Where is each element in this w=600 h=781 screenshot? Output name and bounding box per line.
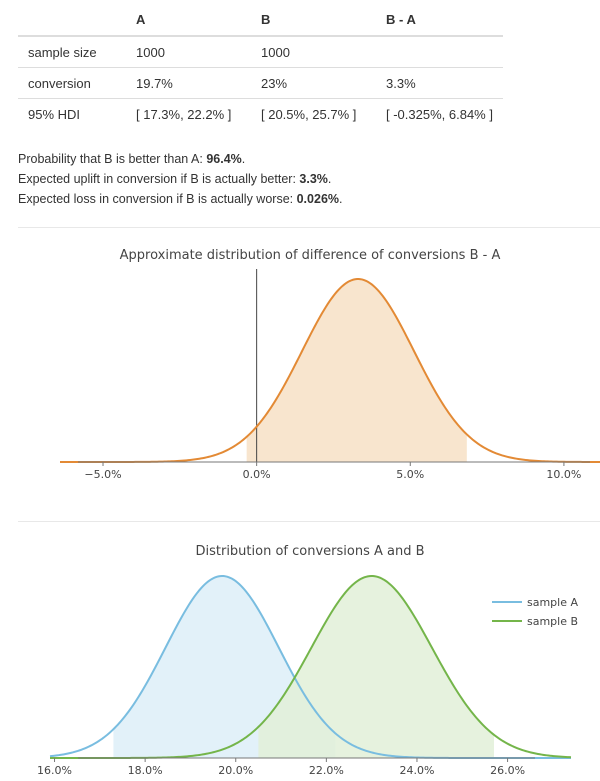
table-header-row: A B B - A [18, 4, 503, 37]
x-tick-label: 24.0% [399, 764, 434, 777]
x-tick-label: 22.0% [309, 764, 344, 777]
table-row-conversion: conversion 19.7% 23% 3.3% [18, 67, 503, 99]
summary-loss: Expected loss in conversion if B is actu… [18, 192, 343, 206]
x-tick-label: −5.0% [84, 468, 121, 481]
loss-label: Expected loss in conversion if B is actu… [18, 192, 297, 206]
cell-b: 1000 [251, 36, 376, 68]
cell-a: 1000 [126, 36, 251, 68]
cell-a: 19.7% [126, 67, 251, 99]
uplift-label: Expected uplift in conversion if B is ac… [18, 172, 300, 186]
stats-table: A B B - A sample size 1000 1000 conversi… [18, 4, 503, 129]
x-tick-label: 26.0% [490, 764, 525, 777]
summary-uplift: Expected uplift in conversion if B is ac… [18, 172, 332, 186]
section-divider [18, 521, 600, 522]
legend-label-series-0: sample A [527, 596, 578, 609]
cell-b: 23% [251, 67, 376, 99]
conversions-chart: Distribution of conversions A and B 16.0… [37, 544, 578, 777]
x-tick-label: 5.0% [396, 468, 424, 481]
header-cell-empty [18, 4, 126, 37]
loss-value: 0.026% [296, 192, 340, 206]
table-row-sample-size: sample size 1000 1000 [18, 36, 503, 68]
cell-b: [ 20.5%, 25.7% ] [261, 106, 357, 122]
table-row-hdi: 95% HDI [ 17.3%, 22.2% ] [ 20.5%, 25.7% … [18, 99, 503, 130]
probability-value: 96.4% [206, 152, 242, 166]
header-cell-b: B [251, 4, 376, 37]
probability-label: Probability that B is better than A: [18, 152, 207, 166]
cell-diff [376, 36, 503, 68]
header-cell-a: A [126, 4, 251, 37]
chart-title: Distribution of conversions A and B [195, 544, 424, 559]
summary-probability: Probability that B is better than A: 96.… [18, 152, 246, 166]
section-divider [18, 227, 600, 228]
hdi-area-series-0 [246, 279, 467, 462]
hdi-area-series-1 [258, 576, 494, 758]
x-tick-label: 20.0% [218, 764, 253, 777]
cell-a: [ 17.3%, 22.2% ] [136, 106, 232, 122]
x-tick-label: 10.0% [546, 468, 581, 481]
legend-label-series-1: sample B [527, 615, 578, 628]
row-label: 95% HDI [28, 106, 81, 122]
x-tick-label: 18.0% [128, 764, 163, 777]
row-label: sample size [18, 36, 126, 68]
header-cell-diff: B - A [376, 4, 503, 37]
x-tick-label: 0.0% [243, 468, 271, 481]
cell-diff: 3.3% [376, 67, 503, 99]
row-label: conversion [18, 67, 126, 99]
summary-text: Probability that B is better than A: 96.… [18, 149, 343, 209]
difference-chart: Approximate distribution of difference o… [60, 248, 600, 481]
cell-diff: [ -0.325%, 6.84% ] [386, 106, 493, 122]
chart-title: Approximate distribution of difference o… [120, 248, 501, 263]
uplift-value: 3.3% [299, 172, 328, 186]
x-tick-label: 16.0% [37, 764, 72, 777]
